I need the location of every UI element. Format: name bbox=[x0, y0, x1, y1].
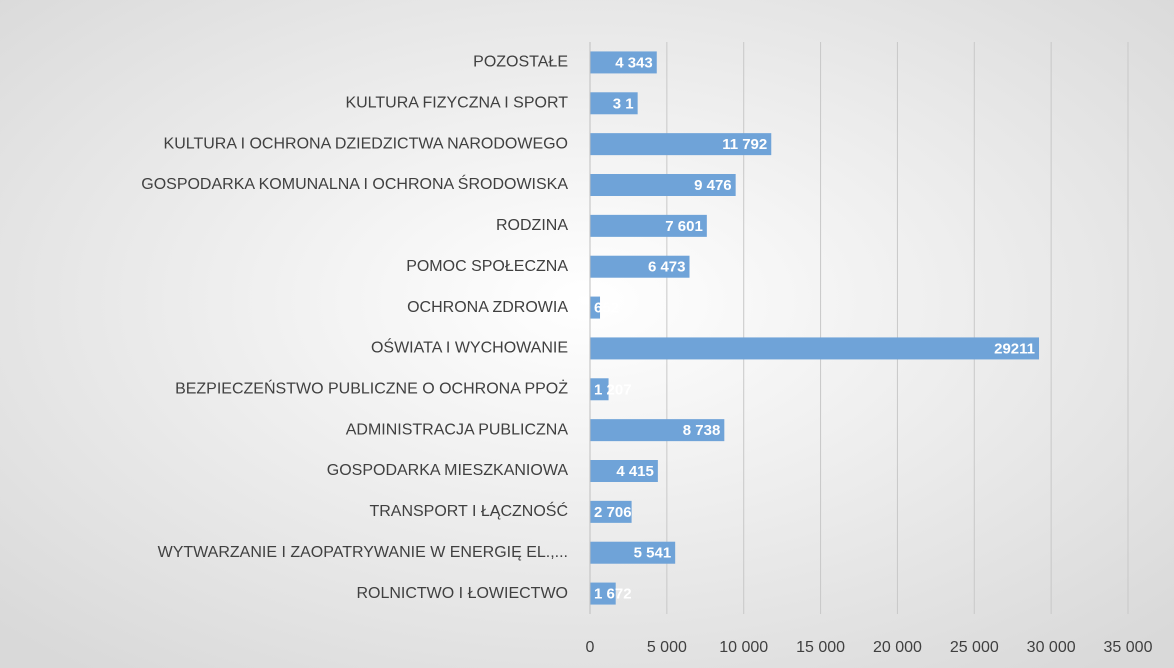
value-label: 5 541 bbox=[634, 545, 672, 562]
value-label: 2 706 bbox=[594, 504, 632, 521]
value-label: 1 207 bbox=[594, 381, 632, 398]
value-label: 652 bbox=[594, 300, 619, 317]
bar bbox=[590, 133, 772, 156]
x-tick-label: 35 000 bbox=[1104, 639, 1153, 656]
x-tick-label: 15 000 bbox=[796, 639, 845, 656]
value-label: 4 415 bbox=[616, 463, 654, 480]
value-label: 11 792 bbox=[722, 136, 767, 153]
value-label: 7 601 bbox=[665, 218, 703, 235]
x-tick-label: 5 000 bbox=[647, 639, 687, 656]
value-label: 3 1 bbox=[613, 95, 634, 112]
y-tick-label: KULTURA FIZYCZNA I SPORT bbox=[345, 95, 568, 112]
y-tick-label: ROLNICTWO I ŁOWIECTWO bbox=[356, 585, 568, 602]
bar bbox=[590, 378, 609, 401]
value-label: 4 343 bbox=[615, 54, 653, 71]
y-tick-label: GOSPODARKA MIESZKANIOWA bbox=[327, 462, 569, 479]
value-label: 8 738 bbox=[683, 422, 721, 439]
bar bbox=[590, 174, 736, 196]
x-tick-label: 10 000 bbox=[719, 639, 768, 656]
bar bbox=[590, 214, 707, 237]
value-label: 1 672 bbox=[594, 586, 632, 603]
y-tick-label: KULTURA I OCHRONA DZIEDZICTWA NARODOWEGO bbox=[164, 135, 568, 152]
value-label: 6 473 bbox=[648, 259, 686, 276]
bar bbox=[590, 51, 657, 74]
y-tick-label: POMOC SPOŁECZNA bbox=[406, 258, 568, 275]
bar bbox=[590, 460, 658, 482]
bar bbox=[590, 541, 676, 564]
value-label: 9 476 bbox=[694, 177, 732, 194]
x-tick-label: 30 000 bbox=[1027, 639, 1076, 656]
y-tick-label: BEZPIECZEŃSTWO PUBLICZNE O OCHRONA PPOŻ bbox=[175, 379, 568, 398]
y-tick-label: GOSPODARKA KOMUNALNA I OCHRONA ŚRODOWISK… bbox=[141, 174, 568, 193]
y-tick-label: WYTWARZANIE I ZAOPATRYWANIE W ENERGIĘ EL… bbox=[158, 544, 568, 561]
bar bbox=[590, 582, 616, 605]
value-label: 29211 bbox=[994, 340, 1035, 357]
x-tick-label: 0 bbox=[586, 639, 595, 656]
y-tick-label: OCHRONA ZDROWIA bbox=[407, 299, 568, 316]
y-tick-label: OŚWIATA I WYCHOWANIE bbox=[371, 338, 568, 357]
bar bbox=[590, 255, 690, 278]
bar bbox=[590, 500, 632, 523]
bar bbox=[590, 419, 725, 442]
x-tick-label: 25 000 bbox=[950, 639, 999, 656]
y-tick-label: TRANSPORT I ŁĄCZNOŚĆ bbox=[369, 501, 568, 520]
y-tick-label: ADMINISTRACJA PUBLICZNA bbox=[346, 421, 569, 438]
bar bbox=[590, 296, 601, 319]
bar bbox=[590, 92, 638, 115]
bar bbox=[590, 337, 1040, 360]
y-tick-label: RODZINA bbox=[496, 217, 568, 234]
y-tick-label: POZOSTAŁE bbox=[473, 54, 568, 71]
x-tick-label: 20 000 bbox=[873, 639, 922, 656]
